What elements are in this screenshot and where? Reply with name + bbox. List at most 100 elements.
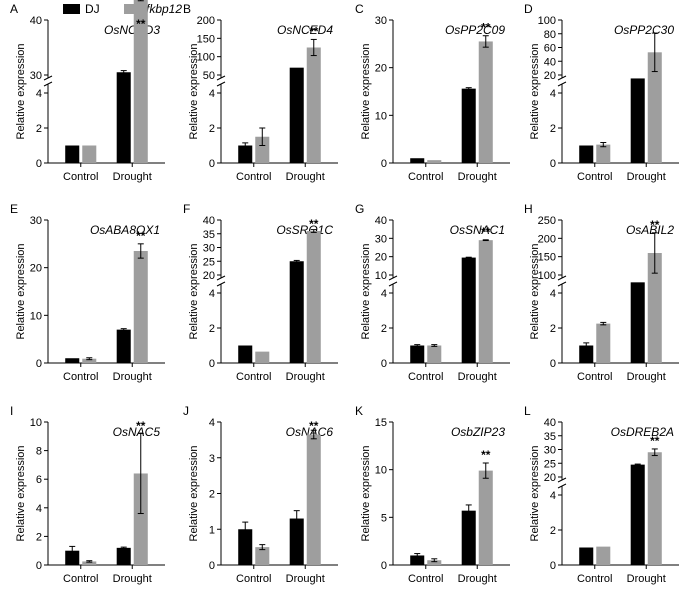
y-tick-label: 150: [538, 252, 556, 264]
bar-fkbp12-control: [82, 561, 97, 565]
chart-panel-e: E OsABA8OX1 Relative expression 0 10 20 30 Cont…: [10, 202, 165, 383]
bar-fkbp12-control: [82, 145, 97, 163]
bar-fkbp12-drought: [133, 250, 148, 363]
x-category-label: Drought: [113, 171, 152, 183]
bar-dj-drought: [461, 257, 476, 363]
y-tick-label: 4: [550, 88, 556, 100]
y-tick-label: 20: [375, 252, 387, 264]
bar-fkbp12-control: [255, 136, 270, 163]
bar-dj-control: [579, 145, 594, 163]
x-category-label: Control: [408, 171, 443, 183]
panel-title: OsSNAC1: [450, 223, 505, 237]
bar-dj-drought: [630, 464, 645, 565]
significance-marker: **: [481, 225, 491, 239]
bar-fkbp12-drought: [478, 240, 493, 363]
x-category-label: Control: [63, 573, 98, 585]
y-tick-label: 40: [375, 215, 387, 227]
bar-fkbp12-control: [427, 345, 442, 363]
x-category-label: Drought: [627, 573, 666, 585]
x-category-label: Drought: [286, 371, 325, 383]
bar-fkbp12-drought: [306, 47, 321, 163]
y-tick-label: 4: [209, 88, 215, 100]
y-tick-label: 0: [381, 560, 387, 572]
x-category-label: Control: [63, 171, 98, 183]
chart-panel-g: G OsSNAC1 Relative expression 0 2 4 10 20 30 40 Co…: [355, 202, 510, 383]
y-tick-label: 10: [375, 270, 387, 282]
bar-dj-drought: [116, 329, 131, 363]
y-tick-label: 30: [375, 233, 387, 245]
bar-dj-control: [410, 555, 425, 565]
y-tick-label: 0: [381, 158, 387, 170]
x-category-label: Drought: [458, 573, 497, 585]
panel-letter: B: [183, 2, 191, 16]
bar-fkbp12-control: [255, 547, 270, 565]
bar-dj-control: [579, 547, 594, 565]
bar-dj-drought: [630, 78, 645, 163]
y-tick-label: 0: [36, 158, 42, 170]
bar-fkbp12-drought: [306, 434, 321, 565]
bar-dj-drought: [289, 67, 304, 163]
y-tick-label: 0: [550, 358, 556, 370]
bar-fkbp12-drought: [133, 0, 148, 163]
significance-marker: **: [136, 229, 146, 243]
y-axis-label: Relative expression: [360, 244, 372, 340]
panel-title: OsABA8OX1: [90, 223, 160, 237]
y-tick-label: 20: [30, 263, 42, 275]
significance-marker: **: [481, 21, 491, 35]
bar-fkbp12-control: [596, 546, 611, 565]
x-category-label: Control: [236, 573, 271, 585]
y-tick-label: 10: [375, 465, 387, 477]
y-tick-label: 100: [197, 52, 215, 64]
bar-dj-drought: [461, 510, 476, 565]
panel-title: OsPP2C09: [445, 23, 505, 37]
legend-label-fkbp12: fkbp12: [146, 2, 182, 16]
x-category-label: Control: [236, 171, 271, 183]
y-tick-label: 20: [544, 70, 556, 82]
x-category-label: Drought: [286, 171, 325, 183]
chart-panel-i: I OsNAC5 Relative expression 0 2 4 6 8 10 Control…: [10, 404, 165, 585]
panel-title: OsDREB2A: [611, 425, 674, 439]
y-tick-label: 2: [550, 525, 556, 537]
significance-marker: **: [650, 218, 660, 232]
bar-fkbp12-drought: [647, 452, 662, 565]
y-tick-label: 2: [209, 323, 215, 335]
bar-fkbp12-control: [82, 358, 97, 363]
bar-fkbp12-control: [596, 323, 611, 363]
x-category-label: Control: [236, 371, 271, 383]
y-tick-label: 0: [209, 158, 215, 170]
x-category-label: Control: [63, 371, 98, 383]
significance-marker: **: [650, 434, 660, 448]
panel-title: OsNAC6: [286, 425, 334, 439]
y-tick-label: 0: [36, 358, 42, 370]
x-category-label: Control: [577, 171, 612, 183]
y-tick-label: 20: [544, 472, 556, 484]
y-tick-label: 4: [209, 417, 215, 429]
y-tick-label: 1: [209, 524, 215, 536]
significance-marker: **: [309, 217, 319, 231]
y-axis-label: Relative expression: [529, 446, 541, 542]
y-tick-label: 200: [538, 233, 556, 245]
figure-legend: DJ fkbp12: [63, 2, 182, 16]
y-tick-label: 20: [375, 63, 387, 75]
y-tick-label: 25: [203, 256, 215, 268]
y-tick-label: 8: [36, 446, 42, 458]
chart-panel-a: A OsNCED3 Relative expression 0 2 4 30 40 Contro…: [10, 0, 165, 183]
y-tick-label: 250: [538, 215, 556, 227]
panel-title: OsNCED3: [104, 23, 160, 37]
y-tick-label: 40: [203, 215, 215, 227]
bar-fkbp12-drought: [478, 470, 493, 565]
panel-letter: J: [183, 404, 189, 418]
bar-fkbp12-control: [427, 560, 442, 565]
y-tick-label: 10: [375, 110, 387, 122]
y-tick-label: 2: [209, 123, 215, 135]
y-tick-label: 0: [550, 158, 556, 170]
y-tick-label: 2: [36, 531, 42, 543]
y-tick-label: 100: [538, 270, 556, 282]
y-tick-label: 40: [544, 56, 556, 68]
panel-title: OsSRO1C: [276, 223, 333, 237]
bar-fkbp12-control: [596, 144, 611, 163]
x-category-label: Control: [408, 573, 443, 585]
